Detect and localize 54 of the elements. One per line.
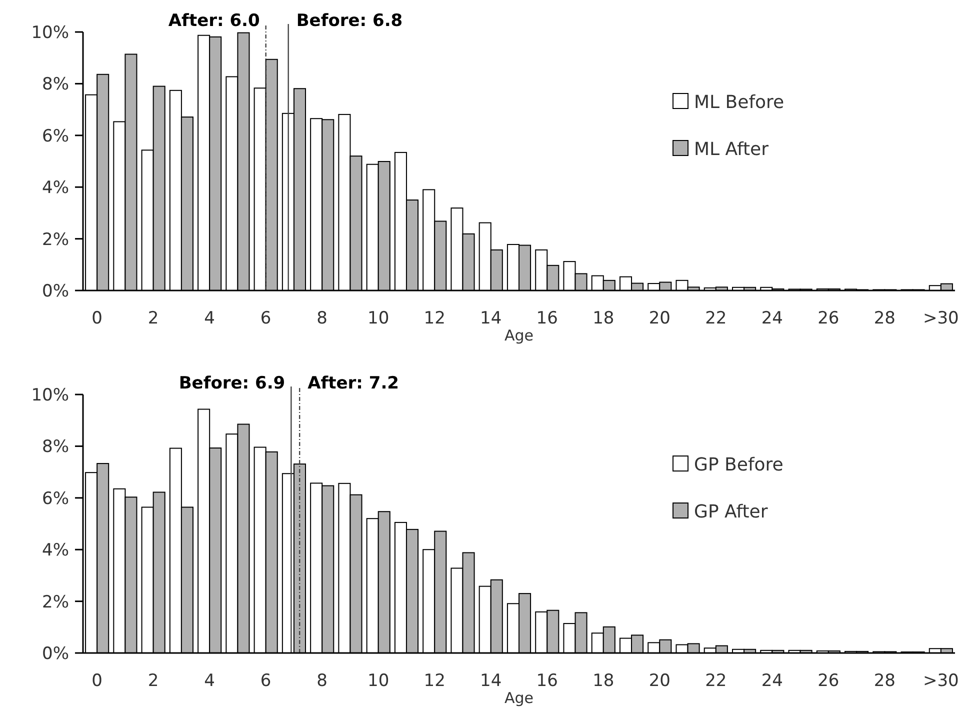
ref-line-label: After: 7.2	[308, 374, 400, 394]
x-tick-label: 28	[874, 308, 896, 328]
x-axis-title: Age	[504, 326, 534, 344]
x-tick-label: 8	[316, 308, 328, 328]
x-tick-label: 22	[705, 671, 727, 691]
y-tick-label: 2%	[42, 592, 69, 612]
ref-line-label: Before: 6.8	[296, 11, 403, 31]
x-tick-label: 20	[648, 308, 670, 328]
x-tick-label: 0	[92, 671, 102, 691]
x-tick-label: 10	[368, 308, 390, 328]
legend-label: GP Before	[694, 454, 784, 476]
y-tick-label: 10%	[31, 385, 69, 406]
x-tick-label: 26	[818, 671, 840, 691]
y-tick-label: 4%	[42, 540, 69, 561]
x-tick-label: 0	[92, 308, 102, 328]
y-tick-label: 10%	[31, 22, 69, 43]
x-tick-label: 12	[424, 671, 446, 691]
x-tick-label: 26	[818, 308, 840, 328]
x-tick-label: 14	[480, 308, 502, 328]
legend-label: GP After	[694, 501, 768, 522]
y-tick-label: 0%	[42, 644, 69, 664]
x-axis-title: Age	[504, 689, 534, 707]
x-tick-label: 18	[592, 308, 614, 328]
y-tick-label: 4%	[42, 178, 69, 198]
legend-label: ML After	[694, 138, 770, 160]
x-tick-label: 20	[648, 671, 670, 691]
x-tick-label: 4	[204, 671, 215, 691]
x-tick-label: 24	[761, 308, 783, 328]
x-tick-label: 4	[204, 308, 215, 328]
y-tick-label: 6%	[42, 488, 69, 509]
x-tick-label: 18	[592, 671, 614, 691]
y-tick-label: 0%	[42, 281, 69, 302]
x-tick-label: 24	[761, 671, 783, 691]
y-tick-label: 8%	[42, 74, 69, 95]
x-tick-label: 6	[260, 308, 272, 328]
x-tick-label: 22	[705, 308, 727, 328]
x-tick-label: 6	[260, 671, 272, 691]
x-tick-label: 10	[368, 671, 390, 691]
x-tick-label: 2	[148, 308, 159, 328]
x-tick-label: 8	[316, 671, 328, 691]
x-tick-label: >30	[922, 671, 959, 691]
x-tick-label: 28	[874, 671, 896, 691]
ref-line-label: After: 6.0	[168, 11, 260, 31]
legend-label: ML Before	[694, 92, 784, 113]
x-tick-label: 14	[480, 671, 502, 691]
x-tick-label: 12	[424, 308, 446, 328]
x-tick-label: >30	[922, 308, 959, 328]
x-tick-label: 2	[148, 671, 159, 691]
x-tick-label: 16	[536, 308, 558, 328]
y-tick-label: 6%	[42, 126, 69, 146]
ref-line-label: Before: 6.9	[178, 374, 286, 394]
x-tick-label: 16	[536, 671, 558, 691]
y-tick-label: 2%	[42, 230, 69, 250]
y-tick-label: 8%	[42, 437, 69, 458]
